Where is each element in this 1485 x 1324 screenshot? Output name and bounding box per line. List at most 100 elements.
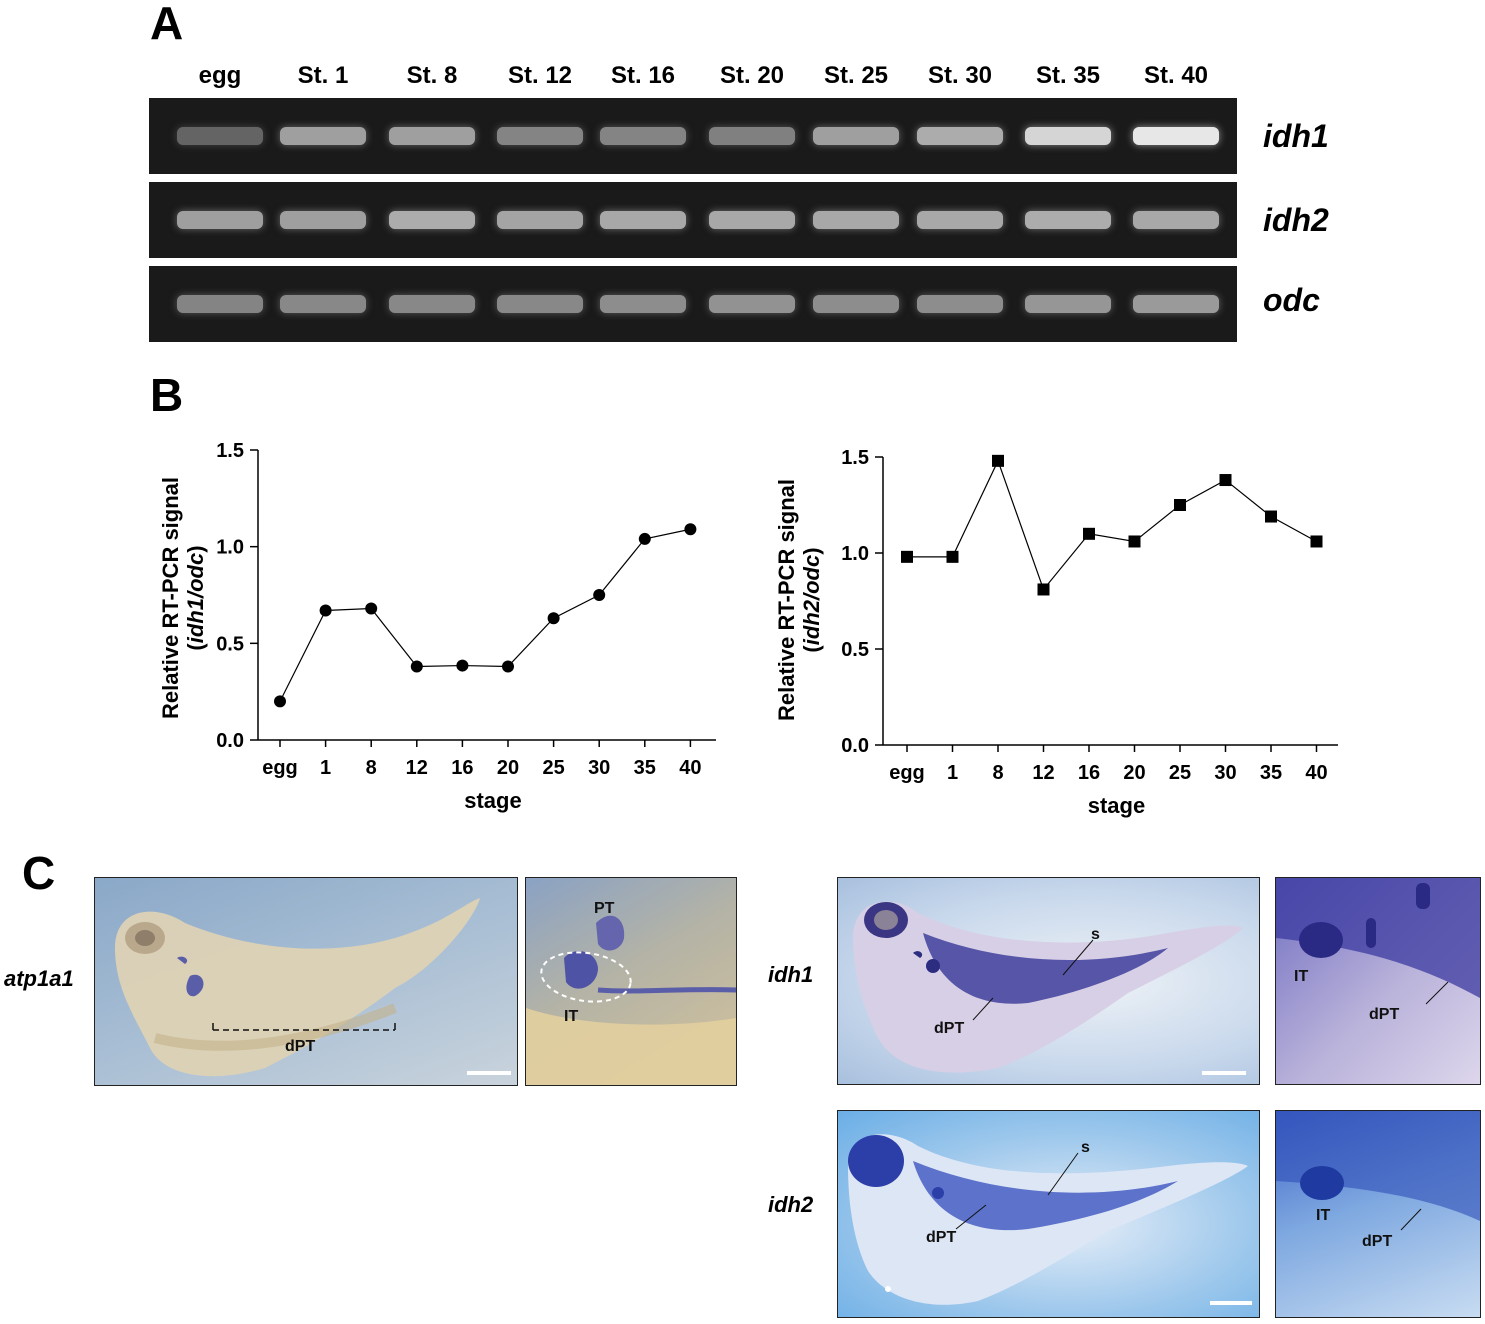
x-tick-label: 8: [366, 757, 377, 779]
idh1-zoom-dpt-label: dPT: [1369, 1006, 1400, 1023]
data-point: [274, 695, 286, 708]
x-tick-label: 30: [588, 757, 610, 779]
gel-band: [917, 211, 1003, 229]
gene-label-odc: odc: [1263, 282, 1320, 318]
data-point: [593, 589, 606, 601]
atp1a1-dpt-label: dPT: [285, 1038, 316, 1055]
x-tick-label: 20: [1123, 762, 1145, 784]
atp1a1-zoom-drawing: [526, 915, 736, 1085]
gel-band: [600, 211, 686, 229]
y-tick-label: 1.5: [841, 447, 869, 469]
atp1a1-whole-embryo-image: dPT: [94, 877, 518, 1086]
gel-band: [1025, 127, 1111, 145]
x-tick-label: 35: [1260, 762, 1282, 784]
row-label-idh2: idh2: [768, 1192, 814, 1217]
data-point: [456, 659, 469, 672]
gel-band: [177, 295, 263, 313]
gel-band: [1133, 295, 1219, 313]
data-point: [901, 550, 913, 563]
data-point: [410, 660, 423, 673]
gel-odc: [149, 266, 1237, 342]
panel-a-letter: A: [150, 0, 184, 49]
gel-idh2: [149, 182, 1237, 258]
gel-band: [600, 295, 686, 313]
lane-label: egg: [198, 62, 242, 89]
data-point: [1265, 510, 1277, 523]
data-point: [319, 604, 332, 617]
lane-label: St. 30: [927, 62, 993, 89]
gel-band: [813, 211, 899, 229]
data-point: [684, 523, 697, 536]
x-tick-label: 35: [634, 757, 656, 779]
x-tick-label: 12: [1032, 762, 1054, 784]
x-tick-label: 8: [992, 762, 1003, 784]
x-tick-label: 1: [947, 762, 958, 784]
idh2-zoom-dpt-label: dPT: [1362, 1233, 1393, 1250]
atp1a1-embryo-drawing: [115, 898, 480, 1077]
gel-band: [389, 295, 475, 313]
y-tick-label: 0.0: [216, 730, 244, 752]
idh1-zoom-image: IT dPT: [1275, 877, 1481, 1085]
gel-band: [813, 295, 899, 313]
lane-label: St. 25: [823, 62, 889, 89]
gel-band: [917, 295, 1003, 313]
data-point: [1174, 499, 1186, 511]
idh1-dpt-label: dPT: [934, 1020, 965, 1037]
gel-band: [389, 211, 475, 229]
x-tick-label: 40: [1305, 762, 1327, 784]
idh2-embryo-drawing: [848, 1134, 1248, 1305]
gel-band: [389, 127, 475, 145]
idh1-whole-embryo-image: s dPT: [837, 877, 1260, 1085]
data-point: [547, 612, 560, 625]
gel-band: [177, 211, 263, 229]
gel-band: [709, 127, 795, 145]
gel-band: [497, 295, 583, 313]
lane-label: St. 1: [297, 62, 349, 89]
gel-band: [280, 127, 366, 145]
idh1-s-label: s: [1091, 926, 1100, 943]
y-tick-label: 0.0: [841, 735, 869, 757]
gel-band: [1025, 295, 1111, 313]
gel-band: [497, 127, 583, 145]
gel-band: [280, 211, 366, 229]
lane-label: St. 40: [1143, 62, 1209, 89]
panel-c-letter: C: [22, 847, 56, 899]
x-tick-label: 40: [679, 757, 701, 779]
gel-band: [917, 127, 1003, 145]
gel-idh1: [149, 98, 1237, 174]
y-tick-label: 1.0: [216, 537, 244, 559]
idh2-whole-embryo-image: s dPT: [837, 1110, 1260, 1318]
y-tick-label: 1.5: [216, 440, 244, 462]
scale-bar: [1202, 1071, 1246, 1075]
lane-label: St. 12: [507, 62, 573, 89]
x-tick-label: 12: [406, 757, 428, 779]
lane-label: St. 8: [406, 62, 458, 89]
data-point: [638, 532, 651, 545]
panel-b-letter: B: [150, 369, 184, 421]
idh2-dpt-label: dPT: [926, 1229, 957, 1246]
row-label-atp1a1: atp1a1: [4, 966, 74, 991]
data-point: [946, 550, 959, 563]
lane-label: St. 16: [610, 62, 676, 89]
y-tick-label: 0.5: [216, 633, 244, 655]
x-axis-label: stage: [464, 788, 521, 813]
gel-band: [813, 127, 899, 145]
idh2-zoom-image: IT dPT: [1275, 1110, 1481, 1318]
x-tick-label: 1: [320, 757, 331, 779]
series-line: [279, 528, 691, 702]
idh2-s-label: s: [1081, 1139, 1090, 1156]
atp1a1-pt-label: PT: [594, 900, 615, 917]
data-point: [1083, 527, 1095, 540]
idh2-zoom-drawing: [1276, 1111, 1480, 1231]
data-point: [365, 602, 378, 615]
data-point: [1128, 535, 1141, 548]
x-tick-label: egg: [889, 762, 925, 784]
idh2-zoom-it-label: IT: [1316, 1207, 1331, 1224]
idh1-zoom-drawing: [1276, 878, 1480, 1005]
x-axis-label: stage: [1088, 793, 1145, 818]
gel-band: [709, 211, 795, 229]
atp1a1-it-label: IT: [564, 1008, 579, 1025]
x-tick-label: 25: [542, 757, 564, 779]
gel-band: [600, 127, 686, 145]
y-tick-label: 1.0: [841, 543, 869, 565]
